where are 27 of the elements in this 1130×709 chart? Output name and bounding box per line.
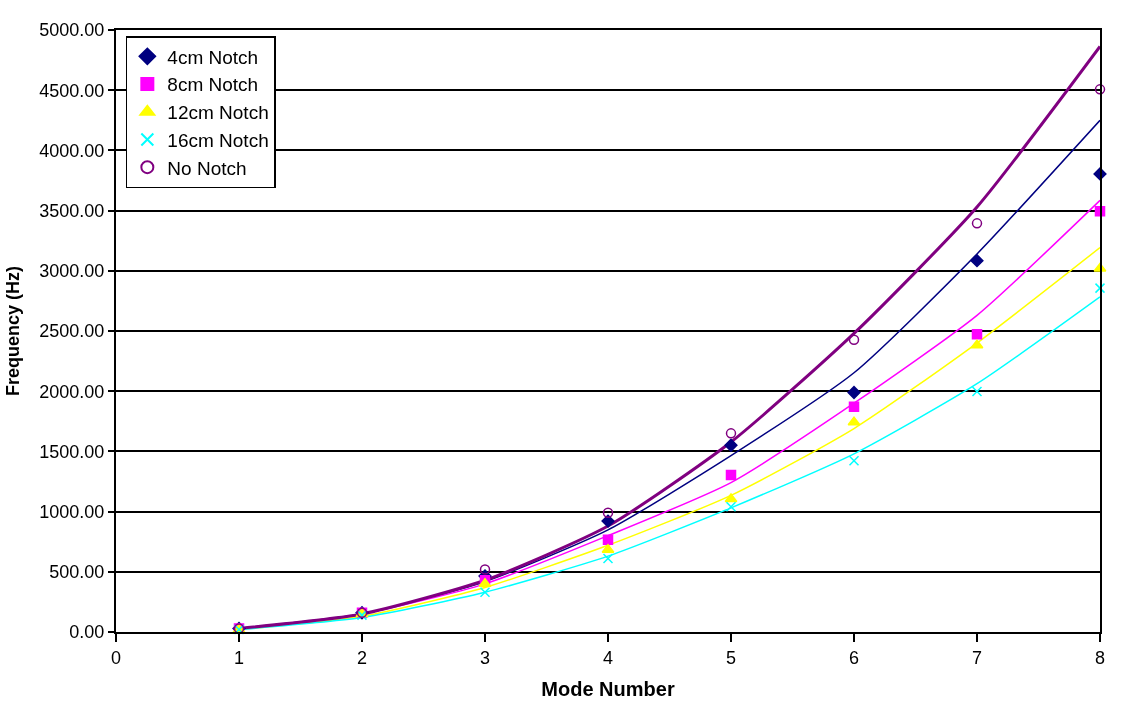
y-tick-label: 1000.00 — [39, 501, 105, 522]
y-tick-label: 500.00 — [49, 562, 105, 583]
x-tick-label: 2 — [356, 647, 368, 668]
y-tick-label: 3000.00 — [39, 261, 105, 282]
y-tick-label: 4000.00 — [39, 140, 105, 161]
legend-label: 4cm Notch — [167, 46, 259, 68]
y-tick-label: 4500.00 — [39, 80, 105, 101]
y-axis-title: Frequency (Hz) — [3, 265, 24, 397]
legend-label: 12cm Notch — [167, 102, 269, 124]
y-tick-label: 1500.00 — [39, 441, 105, 462]
x-tick-label: 5 — [725, 647, 737, 668]
y-tick-label: 0.00 — [69, 622, 105, 643]
x-tick-label: 3 — [479, 647, 491, 668]
x-tick-label: 0 — [110, 647, 122, 668]
y-tick-label: 2500.00 — [39, 321, 105, 342]
legend-label: No Notch — [167, 157, 247, 179]
x-axis-title: Mode Number — [541, 677, 675, 700]
x-tick-label: 4 — [602, 647, 614, 668]
y-tick-label: 2000.00 — [39, 381, 105, 402]
x-tick-label: 7 — [971, 647, 983, 668]
x-tick-label: 8 — [1094, 647, 1106, 668]
legend-label: 16cm Notch — [167, 129, 269, 151]
y-tick-label: 3500.00 — [39, 200, 105, 221]
x-tick-label: 1 — [233, 647, 245, 668]
x-tick-label: 6 — [848, 647, 860, 668]
y-tick-label: 5000.00 — [39, 20, 105, 41]
legend-label: 8cm Notch — [167, 74, 259, 96]
